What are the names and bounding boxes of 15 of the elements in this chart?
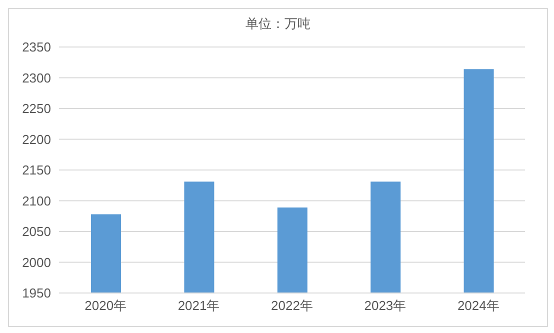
y-tick-label: 2150 xyxy=(22,162,51,178)
chart-title: 单位：万吨 xyxy=(244,15,312,33)
x-tick-label: 2023年 xyxy=(364,298,406,314)
y-tick-label: 2000 xyxy=(22,254,51,270)
x-tick-label: 2021年 xyxy=(178,298,220,314)
x-tick-label: 2022年 xyxy=(271,298,313,314)
y-tick-label: 2200 xyxy=(22,132,51,147)
x-tick-label: 2020年 xyxy=(84,298,127,314)
y-tick-label: 2100 xyxy=(22,193,51,208)
y-tick-label: 2300 xyxy=(22,70,51,86)
y-tick-label: 2350 xyxy=(22,40,51,55)
x-tick-label: 2024年 xyxy=(457,298,500,314)
y-tick-label: 2250 xyxy=(22,101,51,116)
y-tick-label: 2050 xyxy=(22,224,51,240)
y-tick-label: 1950 xyxy=(22,286,51,301)
